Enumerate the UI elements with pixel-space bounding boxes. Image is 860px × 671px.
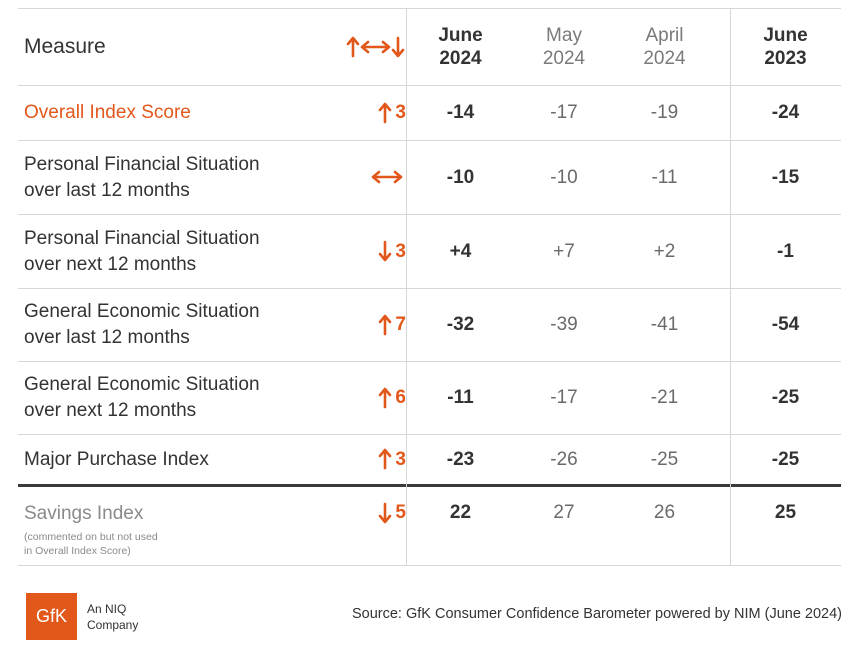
- row-change: 6: [324, 362, 406, 434]
- row-measure-label: General Economic Situation over next 12 m…: [24, 374, 260, 421]
- row-change: [324, 141, 406, 214]
- row-measure-label: Personal Financial Situation over last 12…: [24, 153, 260, 201]
- row-change: 5: [324, 487, 406, 570]
- column-divider: [730, 8, 731, 565]
- source-note: Source: GfK Consumer Confidence Baromete…: [351, 606, 842, 622]
- header-col-may-2024: May 2024: [542, 25, 586, 69]
- value-june-2024: +4: [449, 240, 472, 262]
- value-april-2024: +2: [653, 240, 676, 262]
- row-change: 7: [324, 289, 406, 361]
- footer-divider: [18, 565, 841, 566]
- table-header: Measure June 2024 May 2024 April 2024 June 2…: [18, 8, 841, 85]
- value-june-2024: -14: [446, 102, 475, 123]
- value-june-2024: -32: [446, 314, 475, 335]
- row-change: 3: [324, 86, 406, 140]
- confidence-table: Measure June 2024 May 2024 April 2024 June 2…: [18, 8, 841, 570]
- value-april-2024: -19: [650, 102, 679, 123]
- header-measure: Measure: [24, 35, 106, 58]
- up-left-right-down-arrows-icon: [346, 36, 405, 58]
- value-june-2023: -25: [771, 387, 800, 408]
- value-april-2024: -21: [650, 387, 679, 408]
- value-may-2024: -17: [550, 102, 578, 123]
- value-june-2023: -25: [771, 448, 800, 470]
- row-measure-label: General Economic Situation over last 12 m…: [24, 301, 260, 348]
- table-row: General Economic Situation over next 12 m…: [18, 361, 841, 434]
- row-measure-label: Major Purchase Index: [24, 448, 209, 470]
- value-april-2024: -41: [650, 314, 679, 335]
- value-june-2024: 22: [449, 502, 472, 523]
- row-measure-label: Overall Index Score: [24, 102, 191, 123]
- value-june-2023: -1: [777, 240, 794, 262]
- header-col-april-2024: April 2024: [643, 25, 686, 69]
- value-may-2024: +7: [553, 240, 575, 262]
- value-april-2024: -11: [651, 166, 678, 188]
- arrow-down-icon: [378, 502, 392, 524]
- arrow-up-icon: [378, 387, 392, 409]
- value-june-2023: -54: [771, 314, 800, 335]
- arrow-up-icon: [378, 102, 392, 124]
- table-row: Personal Financial Situation over last 12…: [18, 140, 841, 214]
- value-june-2023: -15: [771, 166, 800, 188]
- table-row: Personal Financial Situation over next 12…: [18, 214, 841, 288]
- value-may-2024: -10: [550, 166, 578, 188]
- value-june-2024: -10: [446, 166, 475, 188]
- row-change: 3: [324, 435, 406, 484]
- table-row: Major Purchase Index 3 -23 -26 -25 -25: [18, 434, 841, 484]
- value-april-2024: -25: [650, 448, 679, 470]
- row-change: 3: [324, 215, 406, 288]
- value-may-2024: -26: [550, 448, 578, 470]
- table-row: General Economic Situation over last 12 m…: [18, 288, 841, 361]
- arrow-up-icon: [378, 314, 392, 336]
- row-measure-label: Personal Financial Situation over next 12…: [24, 227, 260, 275]
- savings-measure-label: Savings Index (commented on but not used…: [24, 503, 158, 557]
- value-june-2023: 25: [774, 502, 797, 523]
- column-divider: [406, 8, 407, 565]
- company-tagline: An NIQ Company: [87, 602, 139, 632]
- table-row: Overall Index Score 3 -14 -17 -19 -24: [18, 85, 841, 140]
- header-col-june-2023: June 2023: [763, 25, 808, 69]
- savings-note: (commented on but not used in Overall Ind…: [24, 531, 158, 557]
- value-may-2024: -39: [550, 314, 578, 335]
- value-june-2024: -11: [447, 387, 474, 408]
- header-col-june-2024: June 2024: [438, 25, 483, 69]
- savings-row: Savings Index (commented on but not used…: [18, 484, 841, 570]
- value-june-2023: -24: [771, 102, 800, 123]
- value-may-2024: -17: [550, 387, 578, 408]
- gfk-logo: GfK: [26, 593, 77, 640]
- arrow-up-icon: [378, 448, 392, 470]
- arrow-down-icon: [378, 240, 392, 262]
- change-legend-icon: [324, 9, 406, 85]
- value-june-2024: -23: [446, 448, 475, 470]
- arrow-left-right-icon: [371, 167, 403, 189]
- value-may-2024: 27: [553, 502, 575, 523]
- value-april-2024: 26: [653, 502, 676, 523]
